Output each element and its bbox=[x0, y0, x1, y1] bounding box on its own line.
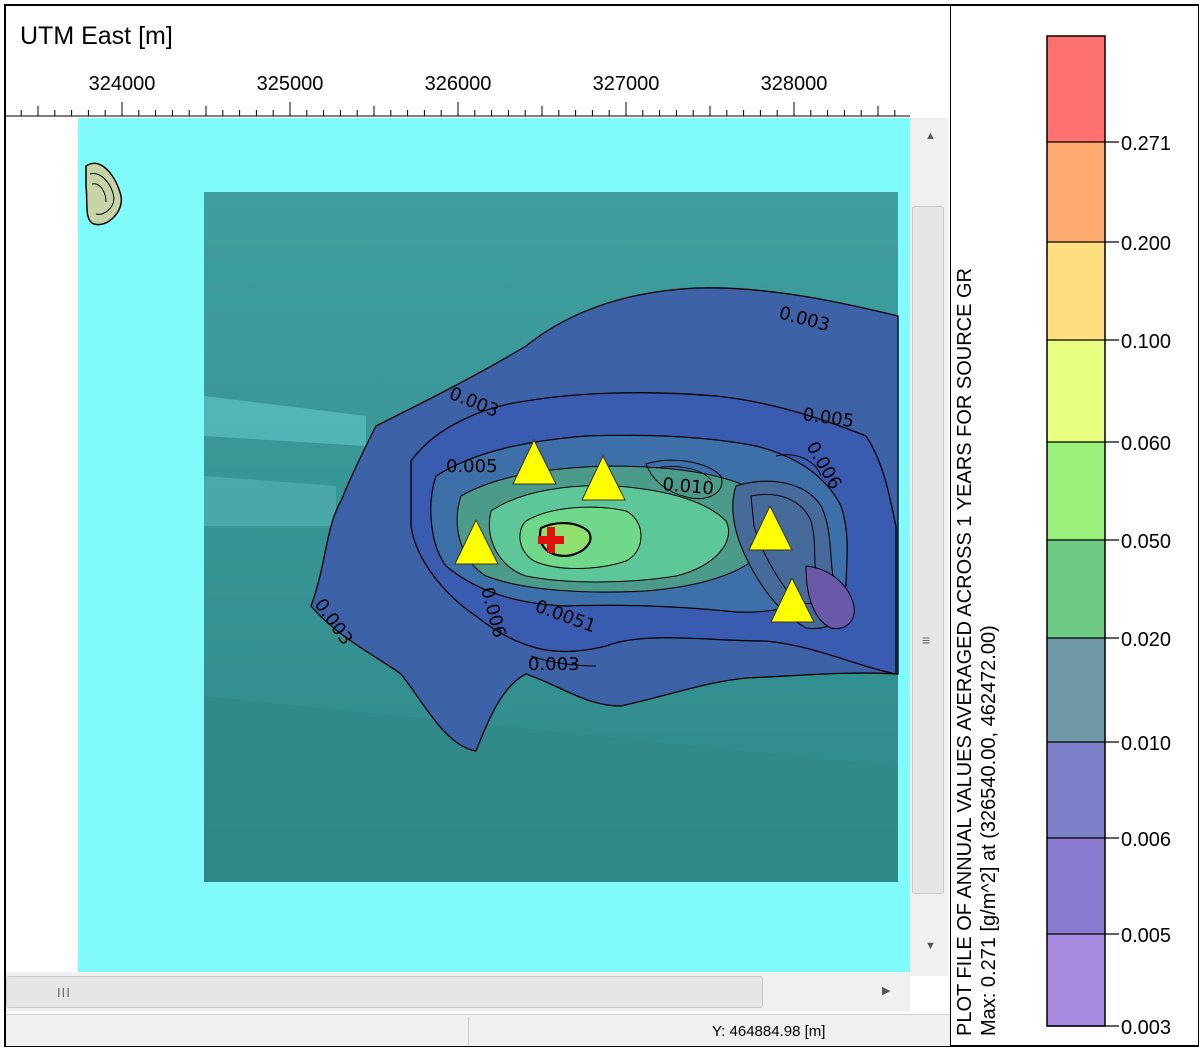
x-tick-label: 328000 bbox=[761, 73, 828, 95]
map-canvas[interactable]: 0.003 0.003 0.005 0.005 0.010 0.006 0.00… bbox=[6, 6, 910, 972]
color-band-0.060 bbox=[1047, 340, 1105, 442]
receptors bbox=[454, 438, 815, 623]
x-axis-title: UTM East [m] bbox=[20, 22, 173, 50]
terrain-streak bbox=[204, 476, 336, 526]
receptor-triangle[interactable] bbox=[512, 438, 557, 485]
x-tick-label: 327000 bbox=[593, 73, 660, 95]
scroll-grip-icon: ≡ bbox=[922, 632, 931, 648]
status-separator bbox=[468, 1017, 469, 1045]
horizontal-scrollbar[interactable]: III ▶ bbox=[6, 972, 910, 1012]
color-scale-label: 0.010 bbox=[1121, 733, 1171, 755]
color-band-0.200 bbox=[1047, 142, 1105, 242]
contour-label: 0.010 bbox=[662, 474, 715, 499]
color-band-0.010 bbox=[1047, 638, 1105, 742]
source-marker[interactable] bbox=[538, 527, 564, 553]
color-scale-label: 0.006 bbox=[1121, 829, 1171, 851]
map-view[interactable]: 324000 325000 326000 327000 328000 UTM E… bbox=[6, 6, 950, 1046]
plot-window: 324000 325000 326000 327000 328000 UTM E… bbox=[4, 4, 1199, 1047]
color-scale: 0.271 0.200 0.100 0.060 0.050 0.020 0.010 0.006… bbox=[1046, 35, 1171, 1039]
ruler-ticks bbox=[20, 102, 896, 116]
color-band-0.005 bbox=[1047, 838, 1105, 934]
x-tick-label: 324000 bbox=[89, 73, 156, 95]
receptor-triangle[interactable] bbox=[770, 576, 815, 623]
hill-contour bbox=[655, 466, 712, 481]
color-band-0.050 bbox=[1047, 442, 1105, 540]
x-tick-label: 326000 bbox=[425, 73, 492, 95]
scroll-up-icon[interactable]: ▲ bbox=[925, 130, 936, 142]
x-axis-ruler: 324000 325000 326000 327000 328000 bbox=[6, 73, 910, 117]
color-scale-label: 0.050 bbox=[1121, 531, 1171, 553]
color-band-0.020 bbox=[1047, 540, 1105, 638]
island-contour bbox=[91, 183, 107, 203]
hill-contour bbox=[645, 459, 723, 500]
color-scale-label: 0.200 bbox=[1121, 233, 1171, 255]
color-scale-label: 0.020 bbox=[1121, 629, 1171, 651]
hill-contour bbox=[805, 565, 855, 630]
color-band-0.100 bbox=[1047, 242, 1105, 340]
color-scale-label: 0.271 bbox=[1121, 133, 1171, 155]
vertical-scrollbar[interactable]: ▲ ≡ ▼ bbox=[910, 118, 948, 976]
contour-label: 0.003 bbox=[528, 654, 580, 675]
terrain-shade bbox=[204, 696, 898, 882]
color-scale-label: 0.100 bbox=[1121, 331, 1171, 353]
contour-label: 0.005 bbox=[446, 456, 498, 477]
status-bar: Y: 464884.98 [m] bbox=[6, 1014, 950, 1046]
hill-contour bbox=[775, 454, 822, 477]
receptor-triangle[interactable] bbox=[581, 454, 626, 501]
scroll-grip-icon: III bbox=[57, 985, 71, 1000]
terrain-streak bbox=[204, 396, 366, 446]
color-scale-label: 0.060 bbox=[1121, 433, 1171, 455]
color-band-0.271 bbox=[1047, 36, 1105, 142]
color-scale-label: 0.005 bbox=[1121, 925, 1171, 947]
island-contour bbox=[85, 162, 123, 226]
scroll-right-icon[interactable]: ▶ bbox=[882, 985, 891, 997]
receptor-triangle[interactable] bbox=[748, 504, 793, 551]
color-band-0.003 bbox=[1047, 934, 1105, 1026]
island-contour bbox=[89, 173, 115, 215]
x-tick-label: 325000 bbox=[257, 73, 324, 95]
vertical-scroll-thumb[interactable]: ≡ bbox=[912, 206, 944, 894]
scroll-down-icon[interactable]: ▼ bbox=[925, 940, 936, 952]
color-scale-label: 0.003 bbox=[1121, 1017, 1171, 1039]
receptor-triangle[interactable] bbox=[454, 518, 499, 565]
status-y-coordinate: Y: 464884.98 [m] bbox=[712, 1023, 826, 1040]
contour-0.003-inner bbox=[530, 655, 597, 667]
color-band-0.006 bbox=[1047, 742, 1105, 838]
horizontal-scroll-thumb[interactable]: III bbox=[6, 976, 763, 1008]
legend-panel: PLOT FILE OF ANNUAL VALUES AVERAGED ACRO… bbox=[950, 6, 1198, 1045]
